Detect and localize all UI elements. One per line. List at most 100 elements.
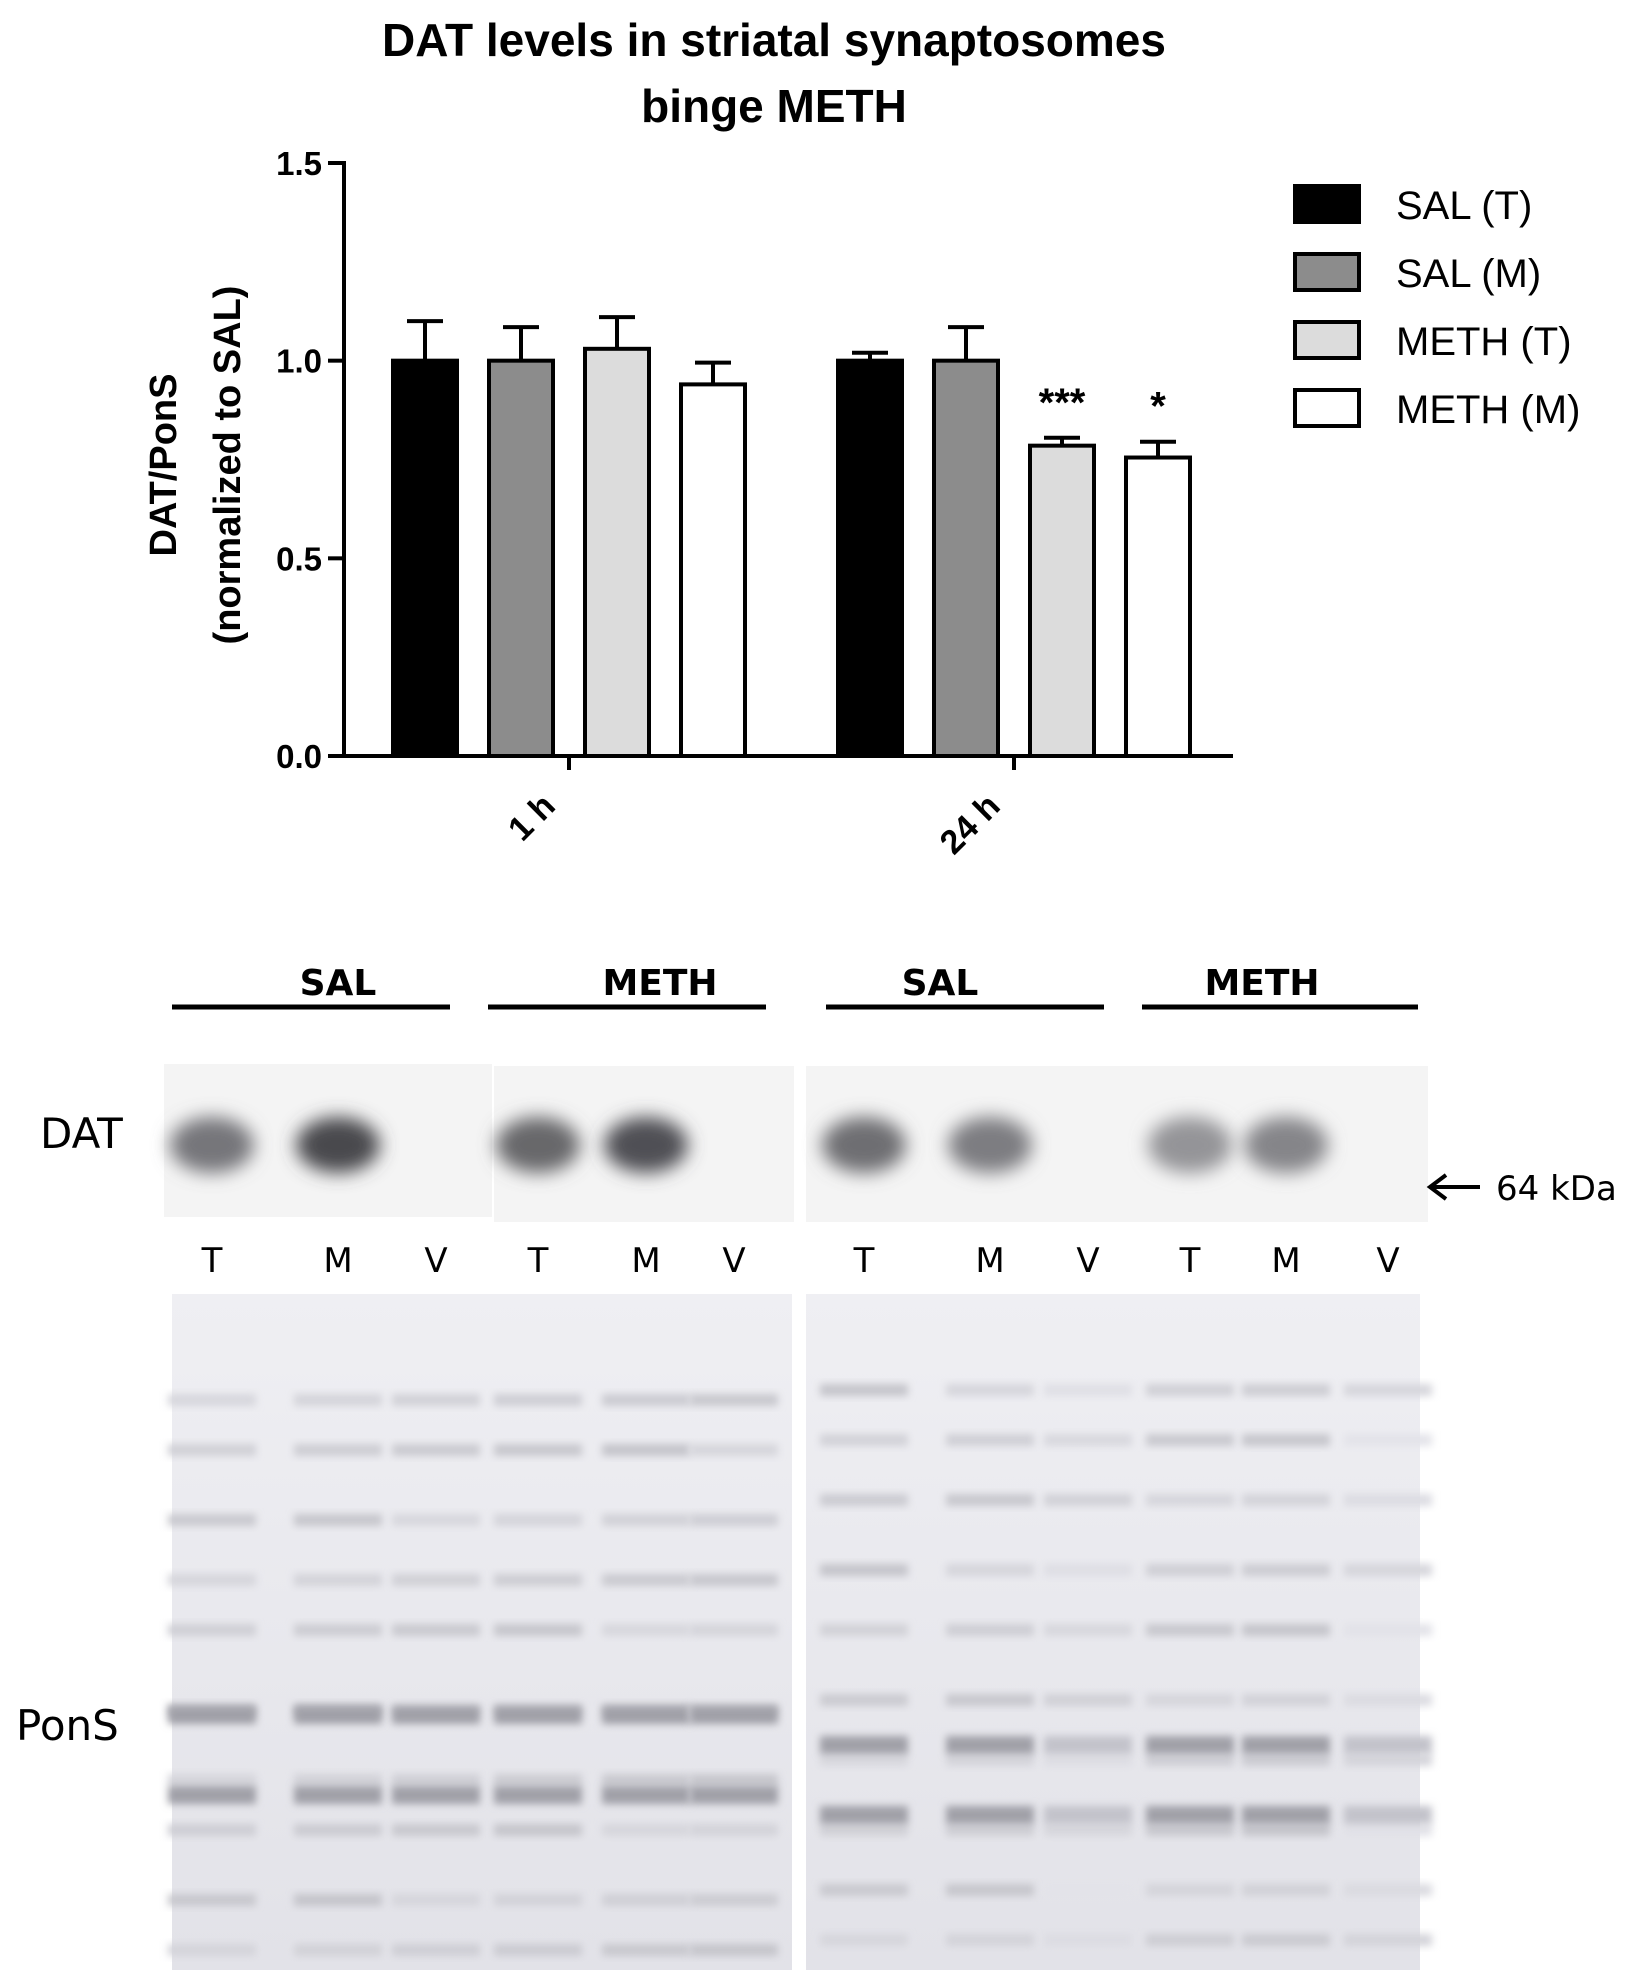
- bar: [391, 358, 459, 758]
- pons-band-faint: [392, 1394, 480, 1406]
- pons-band-faint: [602, 1514, 690, 1526]
- pons-band-faint: [602, 1574, 690, 1586]
- bar-series: *** *: [391, 315, 1192, 758]
- pons-band-strong: [1044, 1736, 1132, 1754]
- pons-band-strong: [946, 1736, 1034, 1754]
- pons-band-faint: [946, 1934, 1034, 1946]
- pons-band-faint: [392, 1944, 480, 1956]
- pons-band-faint: [1242, 1434, 1330, 1446]
- lane-label: T: [1179, 1241, 1201, 1281]
- lane-label: T: [201, 1241, 223, 1281]
- pons-band-faint: [1044, 1564, 1132, 1576]
- pons-band-faint: [1242, 1564, 1330, 1576]
- pons-band-faint: [1044, 1624, 1132, 1636]
- pons-band-faint: [946, 1824, 1034, 1836]
- dat-band: [496, 1117, 580, 1173]
- y-tick-label: 1.0: [276, 343, 322, 380]
- lane-label: M: [323, 1241, 352, 1281]
- pons-band-strong: [1146, 1736, 1234, 1754]
- pons-band-faint: [1146, 1564, 1234, 1576]
- pons-band-faint: [1146, 1754, 1234, 1766]
- row-label-pons: PonS: [16, 1701, 119, 1750]
- lane-label: M: [975, 1241, 1004, 1281]
- x-tick-label: 1 h: [501, 787, 563, 849]
- pons-band-strong: [602, 1706, 690, 1724]
- pons-band-strong: [1242, 1806, 1330, 1824]
- chart-legend: SAL (T) SAL (M) METH (T) METH (M): [1293, 184, 1580, 432]
- pons-band-faint: [820, 1624, 908, 1636]
- pons-band-strong: [946, 1806, 1034, 1824]
- pons-band-faint: [820, 1934, 908, 1946]
- y-tick-label: 0.0: [276, 738, 322, 775]
- pons-band-faint: [690, 1944, 778, 1956]
- pons-band-faint: [494, 1514, 582, 1526]
- pons-band-faint: [1044, 1884, 1132, 1896]
- pons-band-faint: [294, 1774, 382, 1786]
- pons-band-strong: [392, 1706, 480, 1724]
- legend-swatch: [1293, 320, 1361, 360]
- marker-arrow-head: [1426, 1173, 1448, 1201]
- pons-band-faint: [494, 1394, 582, 1406]
- pons-band-faint: [820, 1384, 908, 1396]
- significance-marker: *: [1150, 385, 1166, 429]
- significance-marker: ***: [1039, 381, 1086, 425]
- pons-band-faint: [690, 1624, 778, 1636]
- pons-band-faint: [168, 1944, 256, 1956]
- pons-band-faint: [392, 1574, 480, 1586]
- pons-band-faint: [494, 1774, 582, 1786]
- dat-band: [604, 1117, 688, 1173]
- row-label-dat: DAT: [40, 1109, 123, 1158]
- pons-band-faint: [294, 1894, 382, 1906]
- pons-band-faint: [946, 1384, 1034, 1396]
- pons-band-faint: [294, 1944, 382, 1956]
- pons-band-faint: [820, 1884, 908, 1896]
- pons-band-faint: [602, 1444, 690, 1456]
- pons-band-faint: [820, 1434, 908, 1446]
- pons-band-strong: [1044, 1806, 1132, 1824]
- pons-band-faint: [602, 1824, 690, 1836]
- pons-band-faint: [1044, 1754, 1132, 1766]
- pons-band-strong: [1344, 1806, 1432, 1824]
- pons-band-faint: [168, 1894, 256, 1906]
- legend-swatch: [1293, 184, 1361, 224]
- pons-band-faint: [1044, 1384, 1132, 1396]
- dat-band: [1148, 1117, 1232, 1173]
- pons-band-faint: [946, 1884, 1034, 1896]
- pons-band-faint: [602, 1894, 690, 1906]
- lane-label: T: [527, 1241, 549, 1281]
- pons-band-faint: [494, 1824, 582, 1836]
- pons-band-faint: [1242, 1824, 1330, 1836]
- y-axis-label: DAT/PonS: [143, 374, 185, 557]
- pons-band-faint: [1344, 1564, 1432, 1576]
- pons-band-faint: [690, 1574, 778, 1586]
- pons-band-faint: [392, 1624, 480, 1636]
- dat-band: [296, 1117, 380, 1173]
- group-label: SAL: [902, 963, 979, 1004]
- pons-band-faint: [168, 1824, 256, 1836]
- pons-band-strong: [690, 1786, 778, 1804]
- pons-band-faint: [1044, 1494, 1132, 1506]
- bar: [836, 358, 904, 758]
- pons-band-faint: [1242, 1624, 1330, 1636]
- pons-band-faint: [946, 1434, 1034, 1446]
- dat-band: [170, 1117, 254, 1173]
- legend-label: METH (M): [1396, 388, 1580, 432]
- dat-band: [822, 1117, 906, 1173]
- pons-band-strong: [820, 1806, 908, 1824]
- legend-swatch: [1293, 252, 1361, 292]
- pons-band-faint: [392, 1444, 480, 1456]
- bar: [487, 358, 555, 758]
- pons-band-faint: [392, 1894, 480, 1906]
- lane-label: M: [1271, 1241, 1300, 1281]
- pons-band-strong: [820, 1736, 908, 1754]
- pons-band-faint: [1344, 1754, 1432, 1766]
- pons-band-faint: [1242, 1494, 1330, 1506]
- pons-band-faint: [946, 1494, 1034, 1506]
- pons-band-faint: [168, 1444, 256, 1456]
- dat-band: [1244, 1117, 1328, 1173]
- pons-band-faint: [494, 1444, 582, 1456]
- pons-band-faint: [690, 1394, 778, 1406]
- pons-band-faint: [1044, 1934, 1132, 1946]
- pons-band-faint: [1242, 1694, 1330, 1706]
